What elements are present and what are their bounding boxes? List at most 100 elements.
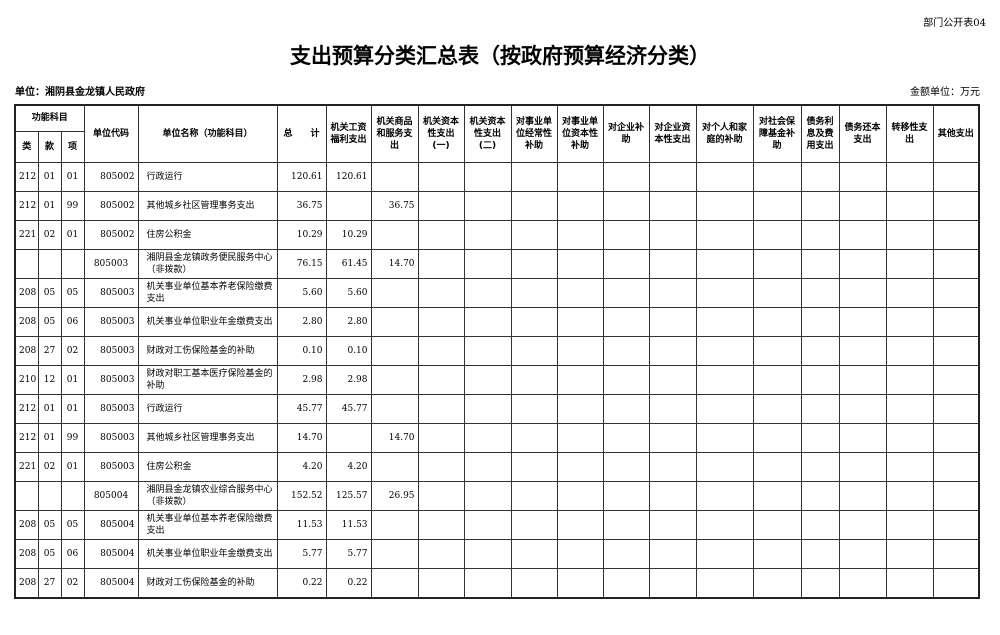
money-unit-label: 金额单位：万元: [910, 87, 980, 98]
cell-code: 805002: [83, 190, 139, 221]
cell-empty: [463, 451, 512, 482]
cell-name: 机关事业单位基本养老保险缴费支出: [137, 509, 278, 540]
cell-empty: [417, 538, 465, 569]
cell-empty: [752, 567, 802, 598]
cell-empty: [695, 509, 754, 540]
cell-empty: [648, 161, 697, 192]
cell-kuan: 01: [37, 422, 62, 453]
cell-lei: 208: [14, 277, 39, 308]
cell-code: 805003: [83, 306, 139, 337]
cell-empty: [510, 393, 558, 424]
cell-empty: [556, 567, 604, 598]
cell-kuan: 12: [37, 364, 62, 395]
cell-empty: [648, 393, 697, 424]
cell-empty: [695, 248, 754, 279]
cell-empty: [417, 509, 465, 540]
cell-xiang: 01: [60, 219, 85, 250]
cell-goods-services: [370, 219, 419, 250]
cell-wages: 125.57: [325, 480, 372, 511]
cell-lei: [14, 248, 39, 279]
header-col: 机关资本性支出(二): [463, 104, 512, 163]
header-col: 对事业单位资本性补助: [556, 104, 604, 163]
header-code: 单位代码: [83, 104, 139, 163]
budget-table: 功能科目 单位代码 单位名称（功能科目） 总 计 机关工资福利支出 机关商品和服务…: [14, 104, 981, 599]
cell-wages: 4.20: [325, 451, 372, 482]
cell-empty: [800, 567, 840, 598]
cell-goods-services: [370, 393, 419, 424]
cell-lei: 221: [14, 451, 39, 482]
cell-empty: [510, 509, 558, 540]
cell-name: 湘阴县金龙镇政务便民服务中心（非拨款）: [137, 248, 278, 279]
cell-empty: [602, 161, 650, 192]
cell-empty: [885, 393, 934, 424]
cell-empty: [695, 161, 754, 192]
cell-empty: [417, 567, 465, 598]
cell-empty: [932, 538, 980, 569]
cell-empty: [752, 538, 802, 569]
cell-empty: [695, 364, 754, 395]
cell-code: 805004: [83, 480, 139, 511]
cell-lei: [14, 480, 39, 511]
cell-kuan: 01: [37, 190, 62, 221]
cell-wages: 5.60: [325, 277, 372, 308]
cell-empty: [838, 277, 887, 308]
cell-lei: 208: [14, 335, 39, 366]
cell-empty: [556, 422, 604, 453]
cell-wages: 2.80: [325, 306, 372, 337]
cell-name: 机关事业单位基本养老保险缴费支出: [137, 277, 278, 308]
cell-xiang: 06: [60, 306, 85, 337]
cell-empty: [752, 393, 802, 424]
cell-empty: [463, 306, 512, 337]
cell-empty: [752, 422, 802, 453]
cell-empty: [510, 248, 558, 279]
cell-empty: [602, 306, 650, 337]
cell-goods-services: [370, 161, 419, 192]
cell-total: 36.75: [276, 190, 327, 221]
cell-total: 4.20: [276, 451, 327, 482]
cell-empty: [932, 306, 980, 337]
cell-empty: [695, 190, 754, 221]
cell-empty: [885, 277, 934, 308]
cell-empty: [932, 451, 980, 482]
cell-empty: [463, 364, 512, 395]
cell-empty: [800, 393, 840, 424]
cell-empty: [602, 451, 650, 482]
cell-empty: [932, 480, 980, 511]
cell-empty: [800, 248, 840, 279]
cell-empty: [752, 219, 802, 250]
cell-goods-services: 36.75: [370, 190, 419, 221]
cell-code: 805002: [83, 219, 139, 250]
cell-xiang: [60, 480, 85, 511]
cell-xiang: 05: [60, 277, 85, 308]
cell-empty: [602, 277, 650, 308]
cell-empty: [510, 451, 558, 482]
cell-empty: [838, 190, 887, 221]
cell-empty: [463, 509, 512, 540]
cell-wages: 0.22: [325, 567, 372, 598]
cell-empty: [510, 538, 558, 569]
cell-empty: [800, 190, 840, 221]
cell-empty: [463, 480, 512, 511]
cell-empty: [838, 422, 887, 453]
cell-name: 机关事业单位职业年金缴费支出: [137, 306, 278, 337]
table-row: 212 01 01 805002 行政运行 120.61 120.61: [14, 161, 980, 192]
cell-empty: [695, 451, 754, 482]
cell-empty: [800, 480, 840, 511]
cell-empty: [648, 364, 697, 395]
cell-empty: [602, 422, 650, 453]
cell-empty: [885, 219, 934, 250]
cell-xiang: 01: [60, 393, 85, 424]
cell-code: 805004: [83, 538, 139, 569]
cell-empty: [695, 393, 754, 424]
cell-xiang: 02: [60, 567, 85, 598]
cell-kuan: 27: [37, 335, 62, 366]
cell-name: 住房公积金: [137, 451, 278, 482]
cell-name: 财政对工伤保险基金的补助: [137, 335, 278, 366]
cell-total: 5.77: [276, 538, 327, 569]
cell-empty: [556, 393, 604, 424]
cell-lei: 210: [14, 364, 39, 395]
cell-empty: [838, 393, 887, 424]
cell-empty: [932, 364, 980, 395]
cell-empty: [752, 190, 802, 221]
cell-empty: [417, 161, 465, 192]
